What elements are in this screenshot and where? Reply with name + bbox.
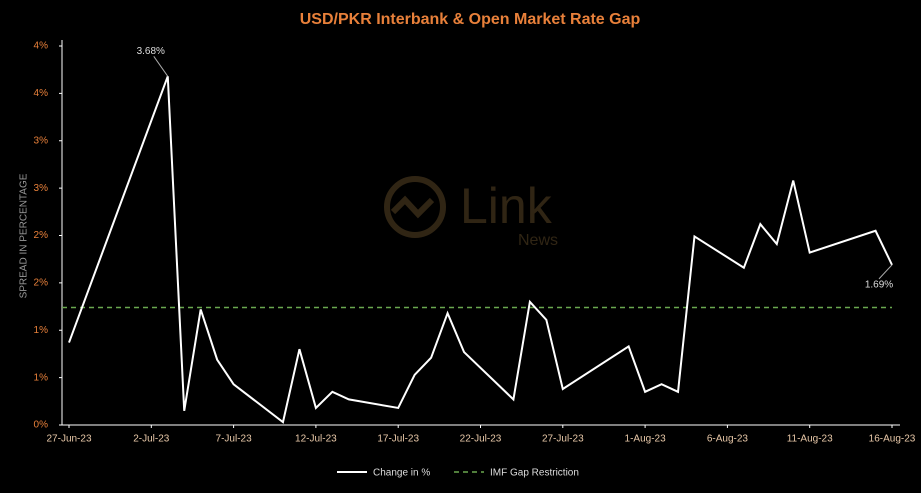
label-leader xyxy=(153,56,169,77)
y-tick-label: 2% xyxy=(34,230,49,241)
data-line xyxy=(68,75,893,424)
y-tick-label: 1% xyxy=(34,325,49,336)
watermark-text: Link xyxy=(460,178,553,234)
y-tick-label: 3% xyxy=(34,183,49,194)
legend-label: Change in % xyxy=(373,468,430,479)
x-tick-label: 7-Jul-23 xyxy=(216,434,253,445)
watermark: Link News xyxy=(384,176,558,249)
x-tick-label: 2-Jul-23 xyxy=(133,434,170,445)
y-tick-label: 0% xyxy=(34,420,49,431)
watermark-subtext: News xyxy=(518,232,558,249)
data-label: 3.68% xyxy=(137,46,165,57)
y-tick-label: 4% xyxy=(34,88,49,99)
y-tick-label: 1% xyxy=(34,372,49,383)
x-tick-label: 16-Aug-23 xyxy=(869,434,916,445)
x-tick-label: 17-Jul-23 xyxy=(377,434,419,445)
x-tick-label: 12-Jul-23 xyxy=(295,434,337,445)
y-tick-label: 2% xyxy=(34,278,49,289)
x-tick-label: 1-Aug-23 xyxy=(625,434,667,445)
watermark-logo xyxy=(384,176,446,238)
chart-title: USD/PKR Interbank & Open Market Rate Gap xyxy=(300,11,641,28)
x-tick-label: 27-Jul-23 xyxy=(542,434,584,445)
x-tick-label: 22-Jul-23 xyxy=(460,434,502,445)
x-tick-label: 11-Aug-23 xyxy=(787,434,833,445)
legend-label: IMF Gap Restriction xyxy=(490,468,579,479)
watermark-logo-line xyxy=(390,195,435,219)
x-tick-label: 6-Aug-23 xyxy=(707,434,749,445)
y-tick-label: 3% xyxy=(34,135,49,146)
label-leader xyxy=(878,264,893,280)
data-label: 1.69% xyxy=(865,280,893,291)
y-tick-label: 4% xyxy=(34,41,49,52)
x-tick-label: 27-Jun-23 xyxy=(46,434,91,445)
y-axis-label: SPREAD IN PERCENTAGE xyxy=(19,173,30,298)
